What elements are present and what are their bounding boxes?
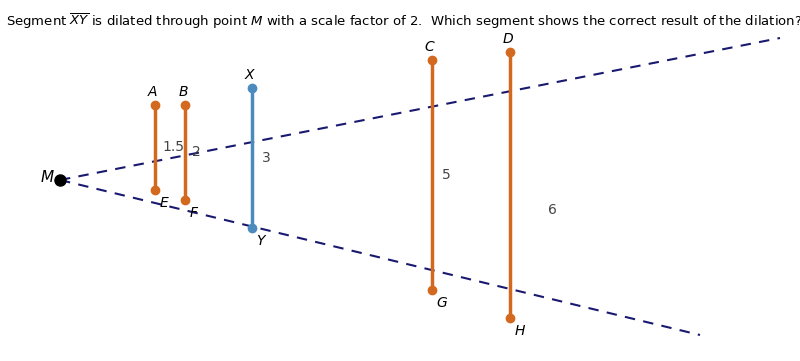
Text: 6: 6 bbox=[548, 203, 557, 217]
Text: $E$: $E$ bbox=[159, 196, 170, 210]
Text: 3: 3 bbox=[262, 151, 270, 165]
Text: $F$: $F$ bbox=[189, 206, 199, 220]
Text: $C$: $C$ bbox=[424, 40, 436, 54]
Text: Segment $\overline{XY}$ is dilated through point $M$ with a scale factor of 2.  : Segment $\overline{XY}$ is dilated throu… bbox=[6, 12, 800, 31]
Text: $H$: $H$ bbox=[514, 324, 526, 338]
Text: $M$: $M$ bbox=[40, 169, 55, 185]
Text: 5: 5 bbox=[442, 168, 450, 182]
Text: $D$: $D$ bbox=[502, 32, 514, 46]
Text: 1.5: 1.5 bbox=[162, 140, 184, 154]
Text: $A$: $A$ bbox=[147, 85, 158, 99]
Text: $X$: $X$ bbox=[244, 68, 256, 82]
Text: $G$: $G$ bbox=[436, 296, 448, 310]
Text: $B$: $B$ bbox=[178, 85, 188, 99]
Text: 2: 2 bbox=[192, 145, 201, 159]
Text: $Y$: $Y$ bbox=[256, 234, 267, 248]
